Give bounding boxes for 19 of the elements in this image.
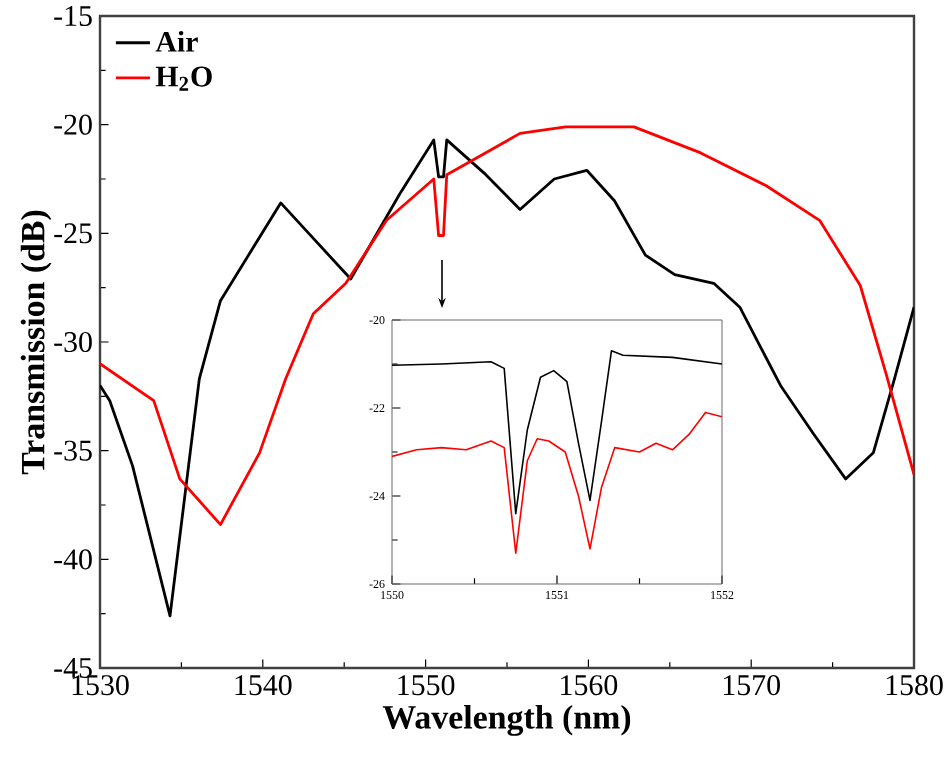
x-tick-label: 1540: [235, 675, 292, 696]
y-tick-label: -30: [54, 331, 92, 353]
x-tick-label: 1580: [886, 675, 943, 696]
x-tick-label: 1570: [723, 675, 780, 696]
x-tick-label: 1530: [72, 675, 129, 696]
x-tick-label: 1550: [398, 675, 455, 696]
x-axis-title: Wavelength (nm): [382, 704, 631, 736]
line-series: [392, 411, 722, 554]
legend-label: H$_{2}$O: [155, 66, 212, 91]
y-tick-label: -15: [54, 6, 92, 26]
y-tick-label: -35: [54, 440, 92, 461]
y-tick-label: -25: [54, 223, 92, 244]
y-tick-label: -40: [54, 549, 92, 570]
y-tick-label: -20: [54, 114, 92, 135]
y-tick-label: -45: [54, 658, 92, 678]
line-series: [100, 125, 915, 526]
legend-label: Air: [155, 30, 198, 52]
y-axis-title: Transmission (dB): [20, 210, 52, 475]
x-tick-label: 1560: [561, 675, 618, 696]
